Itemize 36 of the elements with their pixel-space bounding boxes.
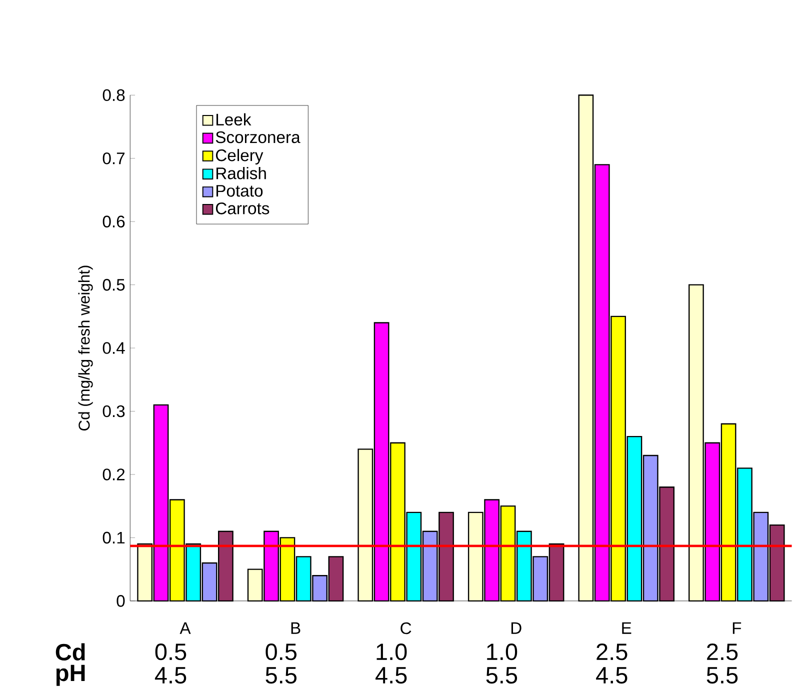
x-tick-label: E [622, 622, 632, 634]
text: 4.5 [154, 666, 186, 684]
x-tick-label: B [291, 622, 300, 634]
text: 4.5 [375, 666, 407, 684]
y-axis-title: Cd (mg/kg fresh weight) [78, 266, 93, 430]
text: 2.5 [596, 643, 628, 660]
y-tick-label: 0.7 [102, 152, 125, 164]
text: 2.5 [707, 643, 738, 660]
text: 1.0 [376, 643, 407, 660]
text: 4.5 [596, 666, 628, 684]
y-tick-label: 0.8 [102, 89, 125, 101]
text: 5.5 [706, 666, 738, 684]
y-tick-label: 0.3 [102, 405, 125, 417]
text: Cd [56, 642, 85, 660]
y-tick-label: 0.6 [102, 215, 125, 228]
x-tick-label: C [400, 622, 412, 634]
x-tick-label: A [180, 622, 191, 634]
legend-label: Potato [216, 184, 263, 196]
y-tick-label: 0.2 [102, 468, 125, 480]
x-tick-label: D [511, 622, 522, 634]
text: 0.5 [266, 643, 296, 660]
text: 1.0 [487, 643, 518, 660]
x-tick-label: F [732, 622, 742, 634]
legend-label: Celery [216, 148, 264, 164]
legend-label: Carrots [216, 202, 270, 214]
legend-label: Scorzonera [216, 131, 300, 143]
text: 5.5 [266, 666, 296, 684]
y-tick-label: 0 [116, 594, 125, 607]
legend-label: Leek [216, 113, 252, 126]
text: pH [56, 664, 85, 686]
y-tick-label: 0.5 [102, 278, 125, 290]
text: 0.5 [155, 643, 186, 660]
y-tick-label: 0.4 [102, 342, 125, 354]
text: 5.5 [486, 666, 518, 684]
y-tick-label: 0.1 [102, 532, 125, 544]
legend-label: Radish [216, 166, 266, 180]
